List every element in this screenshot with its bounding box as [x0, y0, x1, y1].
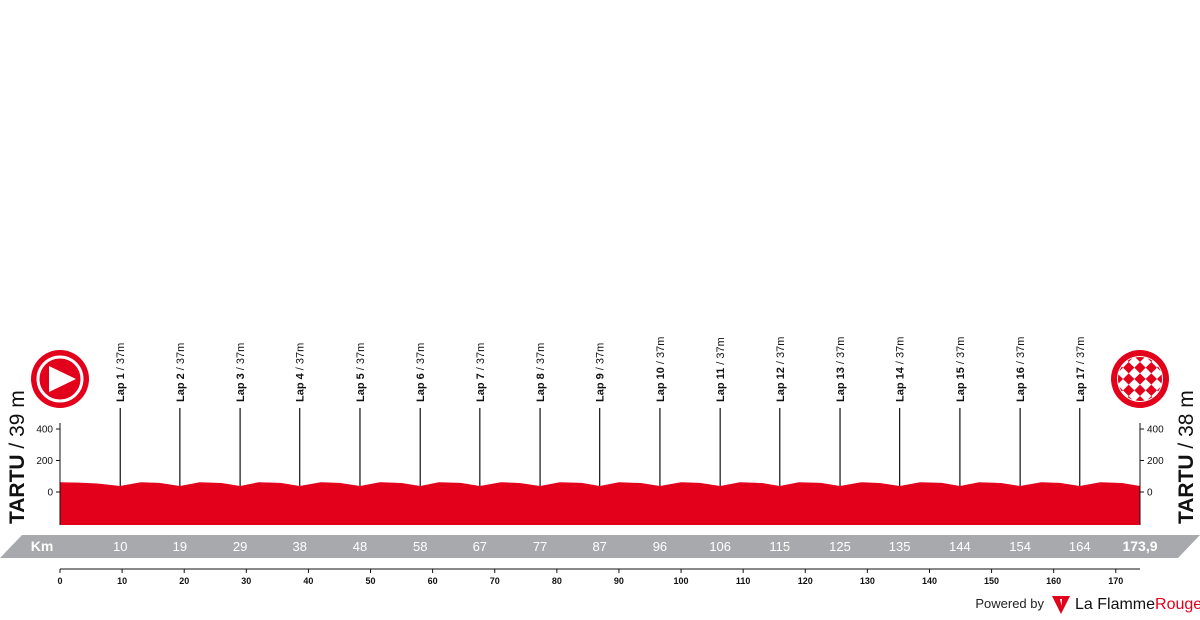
km-band-label: 154: [1009, 539, 1031, 554]
distance-tick-label: 110: [736, 576, 751, 586]
km-band-final-label: 173,9: [1122, 538, 1157, 554]
lap-marker-label: Lap 2 / 37m: [175, 343, 187, 402]
km-band-label: 29: [233, 539, 247, 554]
play-arrow-icon: [31, 350, 89, 408]
left-elevation-tick-label: 0: [47, 488, 53, 499]
checker-square: [1156, 373, 1162, 385]
km-band-label: 67: [473, 539, 487, 554]
distance-tick-label: 10: [117, 576, 127, 586]
checker-square: [1145, 373, 1157, 385]
right-elevation-tick-label: 400: [1147, 425, 1164, 436]
distance-tick-label: 100: [674, 576, 689, 586]
checker-square: [1145, 362, 1157, 374]
lap-marker-label: Lap 1 / 37m: [115, 343, 127, 402]
km-band-label: 38: [292, 539, 306, 554]
lap-marker-label: Lap 5 / 37m: [355, 343, 367, 402]
left-elevation-tick-label: 400: [36, 425, 53, 436]
flame-logo-icon: [1052, 596, 1070, 614]
left-elevation-tick-label: 200: [36, 456, 53, 467]
checker-square: [1123, 384, 1135, 396]
lap-marker-label: Lap 15 / 37m: [955, 337, 967, 402]
checker-square: [1134, 373, 1146, 385]
km-band-label: 48: [353, 539, 367, 554]
distance-tick-label: 20: [179, 576, 189, 586]
powered-by-label: Powered by: [975, 596, 1044, 611]
km-band-label: 58: [413, 539, 427, 554]
distance-tick-label: 40: [303, 576, 313, 586]
km-band-label: 106: [709, 539, 731, 554]
lap-marker-label: Lap 4 / 37m: [295, 343, 307, 402]
checker-square: [1134, 395, 1146, 401]
lap-marker-label: Lap 13 / 37m: [835, 337, 847, 402]
elevation-profile-area: [60, 482, 1140, 525]
km-band-label: 144: [949, 539, 971, 554]
distance-tick-label: 90: [614, 576, 624, 586]
checker-square: [1100, 373, 1111, 384]
km-band-label: 135: [889, 539, 911, 554]
distance-tick-label: 130: [860, 576, 875, 586]
distance-tick-label: 160: [1046, 576, 1061, 586]
distance-tick-label: 0: [57, 576, 62, 586]
right-elevation-ticks: 400 200 0: [1140, 425, 1164, 499]
distance-tick-label: 50: [366, 576, 376, 586]
km-band-label: 164: [1069, 539, 1091, 554]
lap-marker-label: Lap 9 / 37m: [595, 343, 607, 402]
checker-square: [1134, 407, 1145, 418]
km-band-label: 115: [769, 539, 790, 554]
right-elevation-tick-label: 200: [1147, 456, 1164, 467]
lap-marker-label: Lap 8 / 37m: [535, 343, 547, 402]
lap-marker-label: Lap 11 / 37m: [715, 337, 727, 402]
lap-marker-label: Lap 3 / 37m: [235, 343, 247, 402]
km-band: [0, 535, 1200, 558]
checker-square: [1118, 373, 1124, 385]
distance-tick-label: 170: [1108, 576, 1123, 586]
checker-square: [1123, 362, 1135, 374]
distance-tick-label: 80: [552, 576, 562, 586]
km-band-label: 77: [533, 539, 547, 554]
checker-square: [1134, 362, 1146, 374]
start-side-label: TARTU / 39 m: [6, 390, 29, 524]
lap-marker-label: Lap 7 / 37m: [475, 343, 487, 402]
checker-square: [1134, 357, 1146, 363]
lap-marker-label: Lap 17 / 37m: [1075, 337, 1087, 402]
distance-tick-label: 60: [428, 576, 438, 586]
lap-marker-label: Lap 10 / 37m: [655, 337, 667, 402]
right-elevation-tick-label: 0: [1147, 488, 1153, 499]
finish-side-label: TARTU / 38 m: [1175, 390, 1198, 524]
distance-tick-label: 120: [798, 576, 813, 586]
km-band-label: 96: [653, 539, 667, 554]
checker-square: [1134, 339, 1145, 350]
distance-tick-label: 70: [490, 576, 500, 586]
km-band-label: 19: [173, 539, 187, 554]
km-band-labels: 10 19 29 38 48 58 67 77 87 96 106 115 125 135 144 154 16…: [113, 539, 1091, 554]
checker-square: [1134, 384, 1146, 396]
checker-square: [1123, 373, 1135, 385]
km-band-label: 10: [113, 539, 127, 554]
distance-axis-ticks: 0 10 20 30 40 50 60 70 80 90 100 110 120 130 140 150 160…: [57, 569, 1123, 586]
lap-markers: Lap 1 / 37m Lap 2 / 37m Lap 3 / 37m Lap 4 /…: [115, 337, 1087, 487]
lap-marker-label: Lap 12 / 37m: [775, 337, 787, 402]
lap-marker-label: Lap 6 / 37m: [415, 343, 427, 402]
distance-tick-label: 150: [984, 576, 999, 586]
distance-tick-label: 140: [922, 576, 937, 586]
km-band-title: Km: [31, 538, 54, 554]
km-band-label: 125: [829, 539, 851, 554]
distance-tick-label: 30: [241, 576, 251, 586]
km-band-label: 87: [592, 539, 606, 554]
lap-marker-label: Lap 16 / 37m: [1015, 337, 1027, 402]
brand-name: La FlammeRouge: [1075, 596, 1200, 613]
left-elevation-ticks: 400 200 0: [36, 425, 60, 499]
checker-square: [1168, 373, 1179, 384]
lap-marker-label: Lap 14 / 37m: [895, 337, 907, 402]
checker-square: [1145, 384, 1157, 396]
checkered-flag-icon: [1100, 339, 1179, 418]
